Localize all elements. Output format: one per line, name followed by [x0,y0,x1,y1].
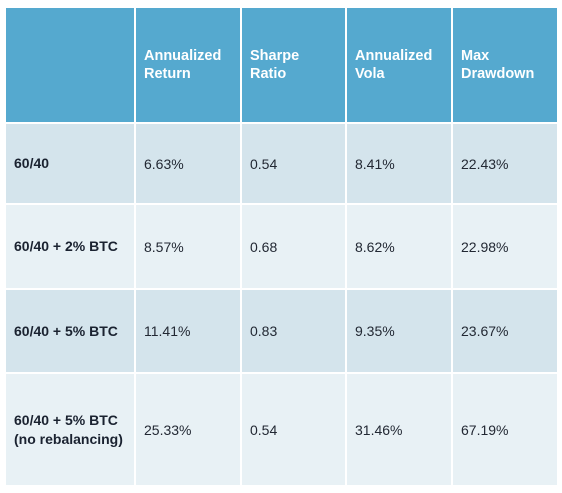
header-sharpe-ratio: Sharpe Ratio [242,8,345,122]
table-row: 60/40 6.63% 0.54 8.41% 22.43% [6,124,557,203]
row-label: 60/40 + 5% BTC (no rebalancing) [6,374,134,485]
cell-max-drawdown: 67.19% [453,374,557,485]
row-label: 60/40 [6,124,134,203]
row-label-text: 60/40 + 5% BTC [14,322,118,339]
cell-max-drawdown: 22.43% [453,124,557,203]
row-label-text: 60/40 [14,155,50,171]
cell-sharpe-ratio: 0.54 [242,374,345,485]
cell-annualized-vola: 8.62% [347,205,451,288]
cell-sharpe-ratio: 0.54 [242,124,345,203]
cell-annualized-return: 8.57% [136,205,240,288]
header-max-drawdown: Max Drawdown [453,8,557,122]
cell-annualized-vola: 8.41% [347,124,451,203]
table-row: 60/40 + 2% BTC 8.57% 0.68 8.62% 22.98% [6,205,557,288]
cell-annualized-return: 11.41% [136,290,240,372]
header-empty-cell [6,8,134,122]
header-annualized-return: Annualized Return [136,8,240,122]
cell-sharpe-ratio: 0.83 [242,290,345,372]
table-row: 60/40 + 5% BTC 11.41% 0.83 9.35% 23.67% [6,290,557,372]
cell-annualized-return: 25.33% [136,374,240,485]
row-label: 60/40 + 5% BTC [6,290,134,372]
cell-annualized-vola: 31.46% [347,374,451,485]
row-label-text: 60/40 + 5% BTC [14,411,118,428]
header-annualized-vola: Annualized Vola [347,8,451,122]
portfolio-comparison-table: Annualized Return Sharpe Ratio Annualize… [4,6,559,487]
cell-annualized-return: 6.63% [136,124,240,203]
cell-max-drawdown: 23.67% [453,290,557,372]
cell-max-drawdown: 22.98% [453,205,557,288]
cell-sharpe-ratio: 0.68 [242,205,345,288]
row-label-text: 60/40 + 2% BTC [14,238,118,254]
row-label: 60/40 + 2% BTC [6,205,134,288]
cell-annualized-vola: 9.35% [347,290,451,372]
table-row: 60/40 + 5% BTC (no rebalancing) 25.33% 0… [6,374,557,485]
row-label-subtext: (no rebalancing) [14,430,123,447]
table-header-row: Annualized Return Sharpe Ratio Annualize… [6,8,557,122]
